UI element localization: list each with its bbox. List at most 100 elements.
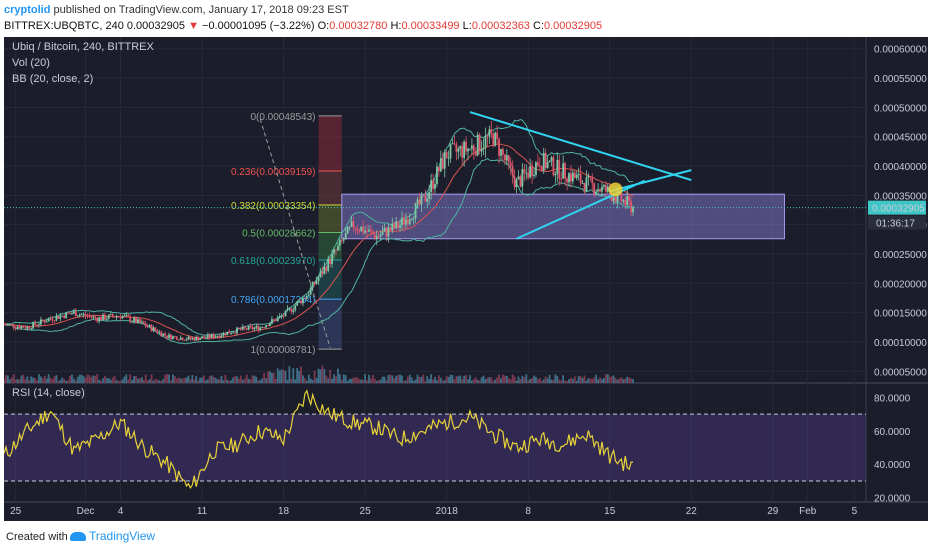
author-link[interactable]: cryptolid [4, 4, 51, 16]
change-value: −0.00001095 (−3.22%) [202, 20, 315, 32]
volume-bar [550, 379, 553, 383]
breakout-marker[interactable] [608, 182, 623, 197]
candle-body [337, 245, 339, 251]
volume-bar [469, 375, 471, 383]
candle-body [439, 158, 442, 172]
apex-trendline[interactable] [609, 169, 692, 193]
candle-body [272, 319, 275, 321]
volume-bar [503, 375, 506, 383]
candle-body [323, 266, 326, 274]
candle-body [459, 146, 462, 149]
candle-body [183, 340, 186, 341]
candle-body [195, 336, 198, 341]
volume-bar [241, 379, 244, 383]
candle-body [55, 315, 58, 321]
volume-bar [290, 378, 293, 383]
volume-bar [538, 378, 541, 383]
volume-bar [436, 380, 438, 383]
volume-bar [430, 374, 433, 383]
candle-body [72, 311, 75, 314]
candle-body [133, 318, 135, 322]
candle-body [511, 166, 514, 177]
fibonacci-retracement[interactable]: 0(0.00048543) 0.236(0.00039159) 0.382(0.00… [231, 112, 342, 356]
rsi-axis[interactable]: 80.0000 60.0000 40.0000 20.0000 [874, 393, 911, 504]
chart-area[interactable]: 0(0.00048543) 0.236(0.00039159) 0.382(0.00… [4, 37, 928, 521]
candle-body [478, 134, 481, 152]
volume-bar [257, 380, 260, 383]
volume-bar [449, 374, 452, 383]
volume-bar [542, 379, 545, 383]
candle-body [269, 323, 271, 327]
volume-bar [284, 370, 287, 383]
candle-body [408, 219, 411, 225]
candle-body [8, 324, 11, 325]
time-axis[interactable]: 25 Dec 4 11 18 25 2018 8 15 22 29 Feb 5 [10, 506, 857, 517]
candle-body [482, 147, 485, 150]
candle-body [585, 177, 588, 192]
candle-body [626, 196, 629, 206]
volume-bar [228, 380, 231, 383]
candle-body [135, 318, 137, 323]
volume-bar [327, 378, 330, 383]
volume-bar [624, 378, 627, 383]
volume-bar [288, 366, 291, 383]
tradingview-logo[interactable]: TradingView [70, 529, 155, 543]
candle-body [271, 319, 273, 324]
volume-bar [536, 379, 539, 383]
vol-legend[interactable]: Vol (20) [12, 57, 50, 69]
candle-body [142, 321, 145, 324]
candle-body [604, 185, 607, 192]
candle-body [486, 136, 489, 138]
candle-body [304, 298, 306, 299]
candle-body [467, 148, 469, 152]
volume-bar [121, 379, 124, 383]
chart-svg[interactable]: 0(0.00048543) 0.236(0.00039159) 0.382(0.00… [4, 37, 928, 521]
candle-body [189, 336, 192, 340]
candle-body [234, 332, 236, 334]
volume-bar [183, 378, 186, 383]
rsi-tick-label: 20.0000 [874, 494, 911, 505]
candle-body [315, 281, 318, 285]
volume-bar [201, 377, 203, 383]
volume-bar [568, 379, 570, 383]
rsi-legend[interactable]: RSI (14, close) [12, 387, 85, 399]
volume-bar [581, 377, 584, 383]
candle-body [566, 178, 568, 183]
volume-bar [546, 378, 549, 383]
candle-body [523, 169, 526, 174]
volume-bar [53, 376, 56, 383]
time-tick-label: 18 [278, 506, 290, 517]
volume-bar [140, 377, 143, 383]
candle-body [581, 182, 584, 184]
candle-body [507, 155, 510, 163]
volume-bar [195, 375, 198, 383]
candle-body [119, 316, 122, 319]
volume-bar [98, 379, 101, 383]
volume-bar [109, 379, 112, 383]
volume-bar [515, 380, 518, 383]
volume-bar [274, 379, 277, 383]
candle-body [350, 221, 353, 227]
volume-bar [335, 376, 337, 383]
countdown-badge [868, 215, 926, 230]
candle-body [18, 326, 21, 329]
bb-legend[interactable]: BB (20, close, 2) [12, 73, 94, 85]
candle-body [375, 236, 378, 240]
volume-bar [43, 375, 46, 383]
candle-body [41, 319, 44, 322]
volume-bar [230, 380, 233, 383]
time-tick-label: 8 [525, 506, 531, 517]
volume-bar [432, 379, 434, 383]
volume-bar [177, 377, 180, 383]
upper-trendline[interactable] [469, 111, 692, 182]
candle-body [90, 316, 93, 318]
lower-trendline[interactable] [516, 179, 646, 240]
candle-body [168, 334, 170, 338]
candle-body [371, 231, 374, 235]
price-tick-label: 0.00025000 [874, 250, 927, 261]
candle-body [307, 294, 310, 296]
candle-body [4, 324, 5, 326]
volume-bar [135, 376, 137, 383]
open-label: O: [317, 20, 330, 32]
candle-body [156, 330, 159, 333]
